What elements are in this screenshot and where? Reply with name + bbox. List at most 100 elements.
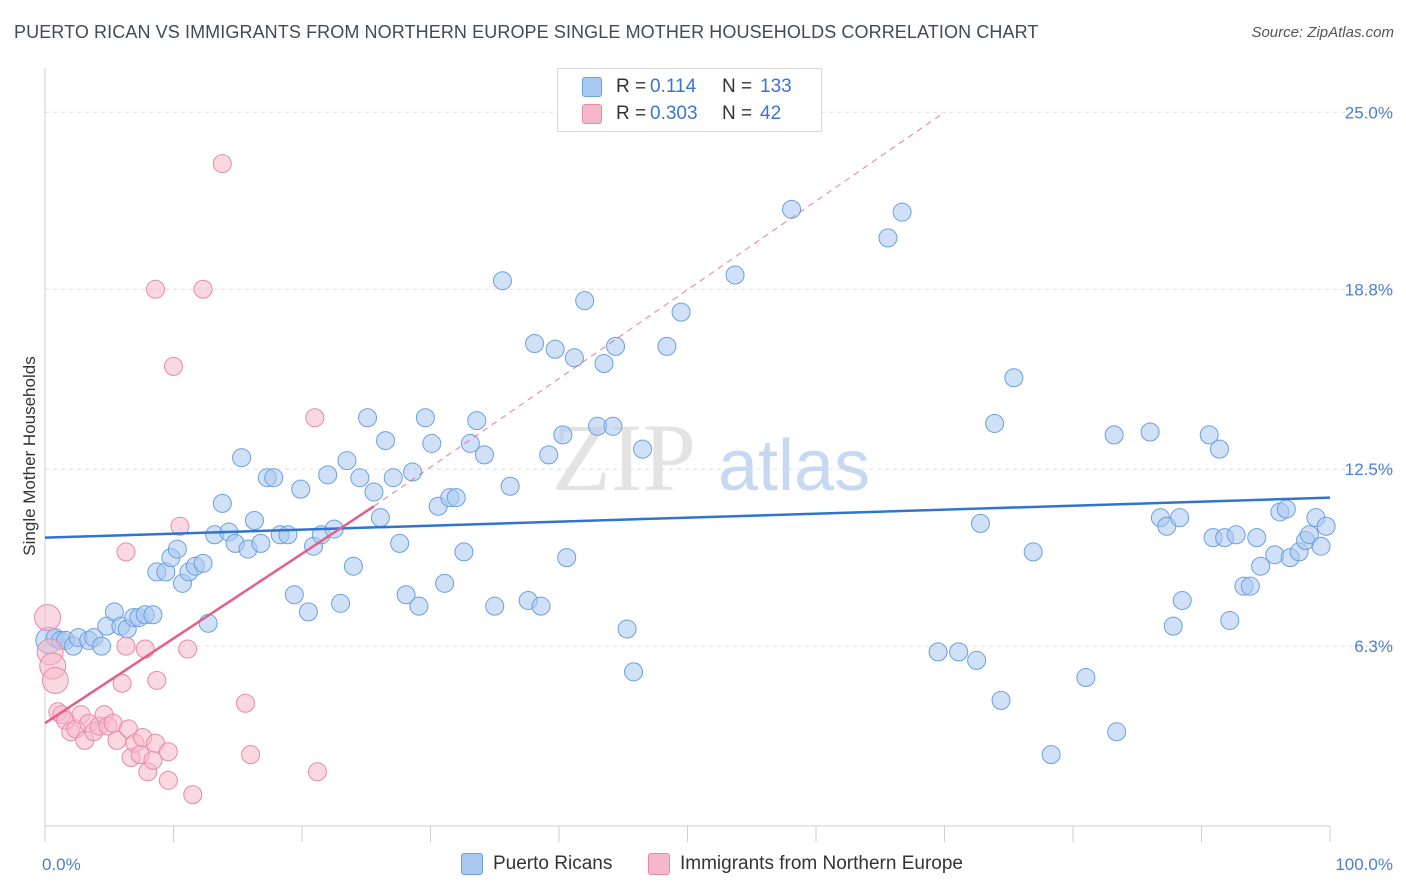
- data-point: [782, 199, 802, 219]
- legend-row-blue: R = 0.114 N = 133: [582, 74, 792, 100]
- bottom-legend-label: Immigrants from Northern Europe: [680, 853, 963, 874]
- trend-line-blue: [44, 496, 1331, 539]
- axes: [44, 68, 1331, 842]
- watermark-zip: ZIP: [552, 404, 696, 511]
- data-point: [671, 302, 691, 322]
- data-point: [116, 636, 136, 656]
- data-point: [212, 154, 232, 174]
- data-point: [307, 762, 327, 782]
- data-point: [135, 639, 155, 659]
- trend-line-pink: [44, 505, 375, 725]
- legend-n-value: 133: [760, 76, 792, 97]
- data-point: [1076, 668, 1096, 688]
- data-point: [298, 602, 318, 622]
- data-point: [1251, 556, 1271, 576]
- data-point: [553, 425, 573, 445]
- x-tick-label: 100.0%: [1335, 855, 1393, 874]
- data-point: [892, 202, 912, 222]
- data-point: [1276, 499, 1296, 519]
- data-point: [403, 462, 423, 482]
- data-point: [967, 650, 987, 670]
- data-point: [1004, 368, 1024, 388]
- data-point: [1041, 745, 1061, 765]
- data-point: [409, 596, 429, 616]
- legend-r-label: R =: [616, 103, 647, 124]
- data-point: [146, 279, 166, 299]
- data-point: [383, 468, 403, 488]
- data-point: [291, 479, 311, 499]
- legend-swatch-pink: [582, 104, 602, 124]
- bottom-legend-swatch-blue: [461, 853, 483, 875]
- data-point: [241, 745, 261, 765]
- data-point: [446, 488, 466, 508]
- y-axis-label: Single Mother Households: [20, 356, 39, 555]
- tick-labels: 6.3% 12.5% 18.8% 25.0% 0.0% 100.0%: [42, 103, 1393, 874]
- data-point: [232, 448, 252, 468]
- data-point: [1172, 590, 1192, 610]
- y-tick-label: 12.5%: [1345, 460, 1393, 479]
- data-point: [539, 445, 559, 465]
- data-point: [1247, 528, 1267, 548]
- data-point: [928, 642, 948, 662]
- data-point: [525, 334, 545, 354]
- data-point: [575, 291, 595, 311]
- data-point: [376, 431, 396, 451]
- data-point: [396, 585, 416, 605]
- legend-r-label: R =: [616, 76, 647, 97]
- data-point: [305, 408, 325, 428]
- data-point: [116, 542, 136, 562]
- bottom-legend-puerto-ricans: Puerto Ricans: [461, 851, 612, 877]
- data-point: [350, 468, 370, 488]
- data-point: [235, 693, 255, 713]
- data-point: [474, 445, 494, 465]
- data-point: [1199, 425, 1219, 445]
- data-point: [657, 336, 677, 356]
- data-point: [167, 539, 187, 559]
- data-point: [390, 533, 410, 553]
- legend-r-value: 0.114: [650, 76, 697, 97]
- data-point: [284, 585, 304, 605]
- data-point: [1104, 425, 1124, 445]
- data-point: [1240, 576, 1260, 596]
- y-tick-label: 6.3%: [1354, 637, 1393, 656]
- data-point: [164, 356, 183, 376]
- data-point: [158, 742, 178, 762]
- data-point: [343, 556, 363, 576]
- data-point: [1311, 536, 1331, 556]
- data-point: [112, 673, 132, 693]
- data-point: [41, 666, 69, 694]
- data-point: [970, 513, 990, 533]
- chart-title: PUERTO RICAN VS IMMIGRANTS FROM NORTHERN…: [14, 22, 1039, 42]
- legend-r-value: 0.303: [650, 103, 698, 124]
- data-point: [143, 605, 163, 625]
- data-point: [147, 670, 167, 690]
- data-point: [318, 465, 338, 485]
- data-point: [594, 353, 614, 373]
- data-point: [337, 451, 357, 471]
- data-point: [1023, 542, 1043, 562]
- data-point: [985, 413, 1005, 433]
- data-point: [606, 336, 626, 356]
- data-point: [1316, 516, 1336, 536]
- data-point: [1209, 439, 1229, 459]
- data-point: [557, 548, 577, 568]
- data-point: [331, 593, 351, 613]
- legend: R = 0.114 N = 133 R = 0.303 N = 42: [557, 68, 822, 132]
- data-point: [1170, 508, 1190, 528]
- data-point: [492, 271, 512, 291]
- data-point: [624, 662, 644, 682]
- trend-lines: [44, 111, 1331, 725]
- bottom-legend-label: Puerto Ricans: [493, 853, 613, 874]
- data-point: [991, 690, 1011, 710]
- data-point: [467, 411, 487, 431]
- data-point: [435, 573, 455, 593]
- data-point: [460, 433, 480, 453]
- data-point: [193, 279, 213, 299]
- x-tick-label: 0.0%: [42, 855, 81, 874]
- grid-lines: [45, 111, 1393, 647]
- data-point: [500, 476, 520, 496]
- legend-n-label: N =: [722, 103, 753, 124]
- data-point: [617, 619, 637, 639]
- trend-line-pink-extension: [373, 111, 945, 507]
- data-point: [1299, 525, 1319, 545]
